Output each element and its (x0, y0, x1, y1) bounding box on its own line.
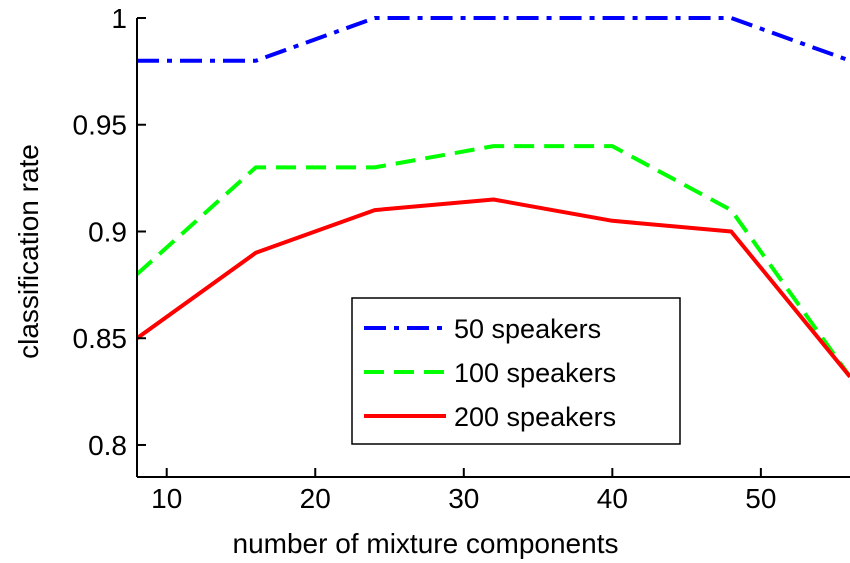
y-tick-label: 0.85 (73, 323, 128, 354)
axes-layer (136, 18, 850, 478)
y-tick-label: 0.95 (73, 110, 128, 141)
legend-label: 100 speakers (454, 358, 616, 388)
x-tick-label: 30 (448, 483, 479, 514)
x-axis-label: number of mixture components (233, 528, 619, 559)
series-line-2 (137, 144, 850, 378)
legend-label: 200 speakers (454, 402, 616, 432)
y-tick-label: 0.9 (88, 216, 127, 247)
series-line-1 (137, 16, 850, 63)
legend-label: 50 speakers (454, 314, 601, 344)
y-tick-label: 1 (111, 3, 127, 34)
x-tick-label: 50 (745, 483, 776, 514)
series-line-3 (137, 197, 850, 378)
x-tick-label: 20 (300, 483, 331, 514)
legend: 50 speakers 100 speakers 200 speakers (351, 297, 681, 445)
x-tick-label: 10 (151, 483, 182, 514)
ticks-layer: 10 20 30 40 50 0.8 0.85 0.9 0.95 1 (73, 3, 777, 514)
y-axis-label: classification rate (13, 144, 44, 359)
y-tick-label: 0.8 (88, 430, 127, 461)
x-tick-label: 40 (597, 483, 628, 514)
series-layer (137, 16, 850, 378)
